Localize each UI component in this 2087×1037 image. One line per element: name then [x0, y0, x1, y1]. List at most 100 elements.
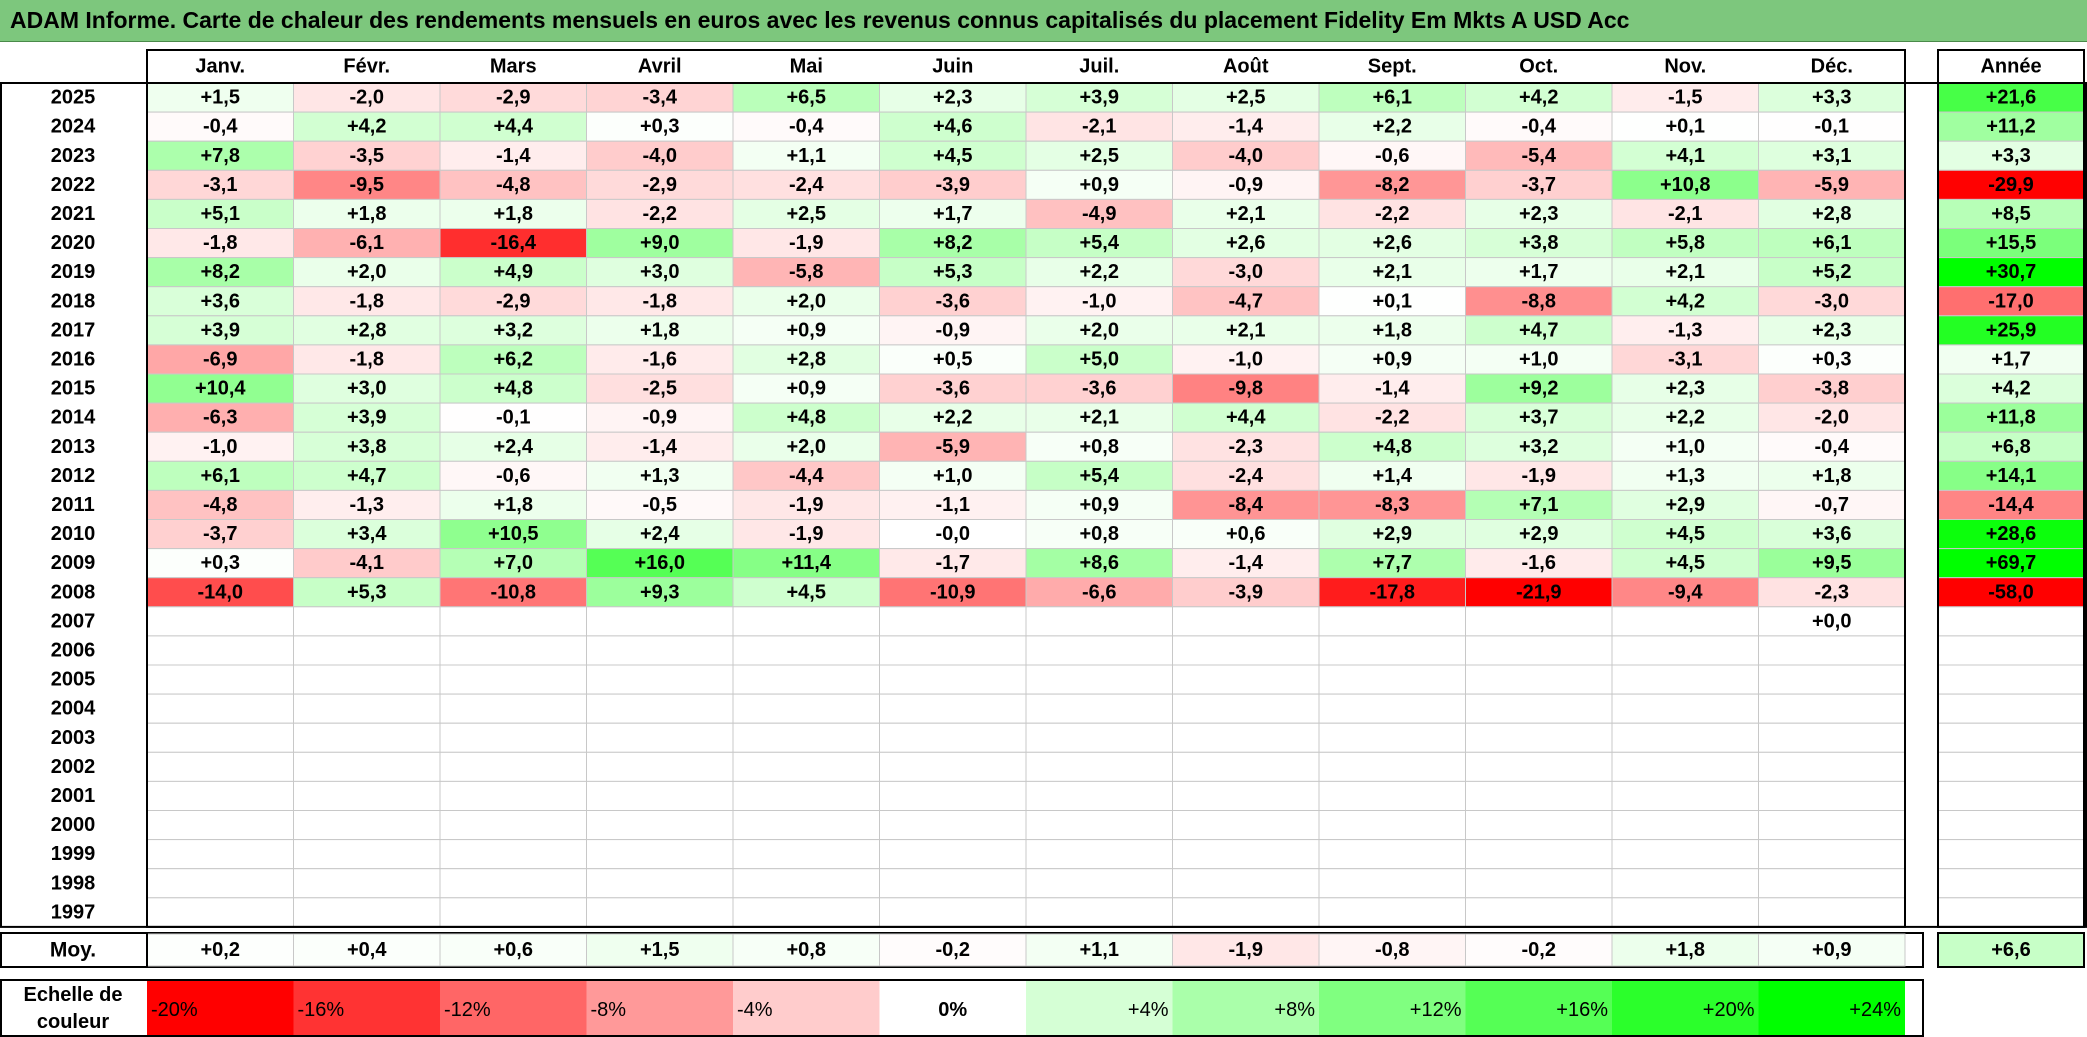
heat-cell: [732, 460, 880, 491]
scale-label-value: -8%: [591, 999, 627, 1021]
cell-value: -9,5: [350, 174, 384, 196]
cell-value: -0,9: [1229, 174, 1263, 196]
heat-cell: [439, 693, 587, 724]
cell-value: +3,0: [640, 261, 679, 283]
annual-header: Année: [1980, 56, 2041, 78]
heat-cell: [586, 780, 734, 812]
cell-value: +2,1: [1373, 261, 1412, 283]
heat-cell: [293, 373, 441, 404]
page-title: ADAM Informe. Carte de chaleur des rende…: [10, 7, 1630, 33]
heat-cell: [879, 664, 1027, 695]
heat-cell: [732, 82, 880, 113]
cell-value: -0,7: [1815, 494, 1849, 516]
heat-cell: [879, 402, 1027, 433]
cell-value: +2,0: [347, 261, 386, 283]
heat-cell: [1611, 344, 1759, 375]
average-cell: [146, 933, 294, 967]
heat-cell: [1758, 868, 1906, 899]
cell-value: -10,9: [930, 581, 976, 603]
cell-value: -0,6: [496, 465, 530, 487]
annual-cell: [1937, 868, 2085, 899]
heat-cell: [293, 693, 441, 724]
cell-value: +2,6: [1226, 232, 1265, 254]
cell-value: +4,4: [494, 116, 534, 138]
annual-cell: [1937, 228, 2085, 259]
average-value: +0,2: [201, 939, 240, 961]
heat-cell: [1611, 228, 1759, 259]
cell-value: -3,9: [1229, 581, 1263, 603]
cell-value: +6,5: [787, 87, 826, 109]
heat-cell: [1611, 111, 1759, 142]
cell-value: +4,8: [1373, 436, 1412, 458]
month-header: Juin: [932, 56, 973, 78]
heat-cell: [1172, 460, 1320, 491]
heat-cell: [439, 111, 587, 142]
cell-value: +5,3: [933, 261, 972, 283]
cell-value: -1,4: [643, 436, 678, 458]
heat-cell: [1611, 402, 1759, 433]
heat-cell: [1172, 751, 1320, 782]
heat-cell: [1758, 751, 1906, 782]
heat-cell: [1465, 868, 1613, 899]
heat-cell: [1318, 489, 1466, 520]
heat-cell: [1611, 606, 1759, 637]
heat-cell: [1611, 373, 1759, 404]
heat-cell: [146, 780, 294, 812]
cell-value: -8,4: [1229, 494, 1264, 516]
cell-value: -3,6: [1082, 378, 1116, 400]
heat-cell: [146, 577, 294, 608]
heat-cell: [586, 82, 734, 113]
cell-value: +2,5: [1226, 87, 1265, 109]
heat-cell: [732, 169, 880, 200]
heat-cell: [1318, 111, 1466, 142]
cell-value: +0,3: [201, 552, 240, 574]
heat-cell: [879, 751, 1027, 782]
cell-value: -0,4: [1815, 436, 1850, 458]
cell-value: -0,9: [936, 319, 970, 341]
heat-cell: [1318, 577, 1466, 608]
cell-value: +1,8: [494, 203, 533, 225]
cell-value: +16,0: [634, 552, 685, 574]
heat-cell: [732, 722, 880, 753]
annual-cell: [1937, 751, 2085, 782]
cell-value: -0,0: [936, 523, 970, 545]
cell-value: +1,0: [1666, 436, 1705, 458]
title-bar: ADAM Informe. Carte de chaleur des rende…: [0, 0, 2087, 42]
cell-value: +10,4: [195, 378, 246, 400]
heat-cell: [732, 664, 880, 695]
cell-value: +0,8: [1080, 436, 1119, 458]
cell-value: +11,4: [781, 552, 831, 574]
annual-header-frame: [1937, 49, 2085, 84]
annual-cell: [1937, 810, 2085, 841]
heat-cell: [439, 839, 587, 870]
heat-cell: [1465, 693, 1613, 724]
month-header: Sept.: [1368, 56, 1417, 78]
cell-value: -1,4: [1229, 552, 1264, 574]
heat-cell: [586, 635, 734, 666]
cell-value: +5,4: [1080, 232, 1120, 254]
cell-value: +1,3: [1666, 465, 1705, 487]
heat-cell: [1465, 140, 1613, 171]
heat-cell: [586, 664, 734, 695]
year-label: 1999: [51, 843, 96, 865]
heat-cell: [732, 140, 880, 171]
heat-cell: [879, 606, 1027, 637]
heat-cell: [1172, 402, 1320, 433]
year-label: 2016: [51, 348, 96, 370]
heat-cell: [1758, 780, 1906, 812]
annual-cell: [1937, 82, 2085, 113]
cell-value: +3,8: [347, 436, 386, 458]
heat-cell: [1318, 868, 1466, 899]
year-label: 2018: [51, 290, 96, 312]
average-cell: [1318, 933, 1466, 967]
cell-value: +1,5: [201, 87, 240, 109]
year-label: 1997: [51, 901, 96, 923]
cell-value: +4,8: [494, 378, 533, 400]
year-label: 2013: [51, 436, 96, 458]
scale-label-value: +12%: [1410, 999, 1462, 1021]
heat-cell: [732, 635, 880, 666]
heat-cell: [879, 489, 1027, 520]
annual-value: +30,7: [1986, 261, 2037, 283]
cell-value: +0,3: [640, 116, 679, 138]
